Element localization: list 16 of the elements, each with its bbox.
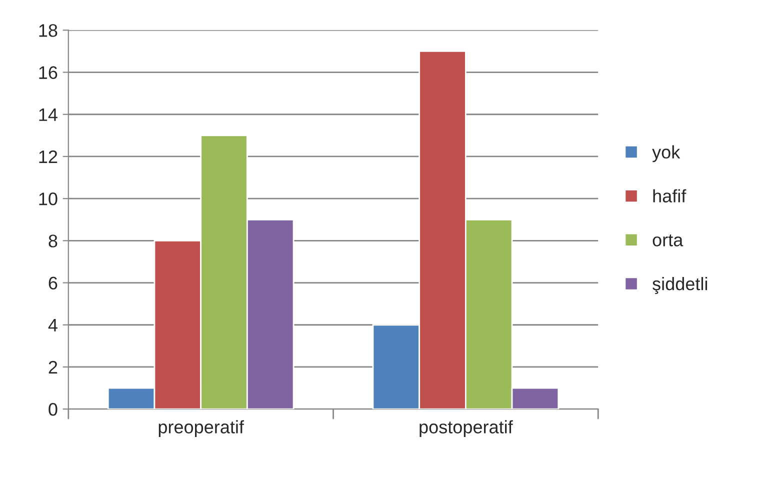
x-tick-label: preoperatif	[158, 420, 244, 438]
y-tick-label: 2	[48, 360, 58, 374]
y-tick-label: 14	[39, 108, 58, 121]
legend-label: hafif	[653, 189, 686, 202]
y-tick-label: 16	[39, 66, 58, 79]
y-tick-label: 18	[39, 24, 58, 37]
y-tick-label: 4	[48, 318, 58, 332]
x-tick-label: postoperatif	[420, 420, 513, 438]
y-tick-label: 12	[39, 150, 58, 164]
y-tick-label: 6	[48, 276, 58, 290]
legend-label: orta	[652, 234, 684, 246]
y-tick-label: 0	[48, 403, 58, 416]
legend-label: şiddetli	[652, 277, 708, 294]
legend-label: yok	[652, 145, 680, 162]
y-tick-label: 8	[48, 234, 58, 248]
y-tick-label: 10	[39, 192, 58, 206]
